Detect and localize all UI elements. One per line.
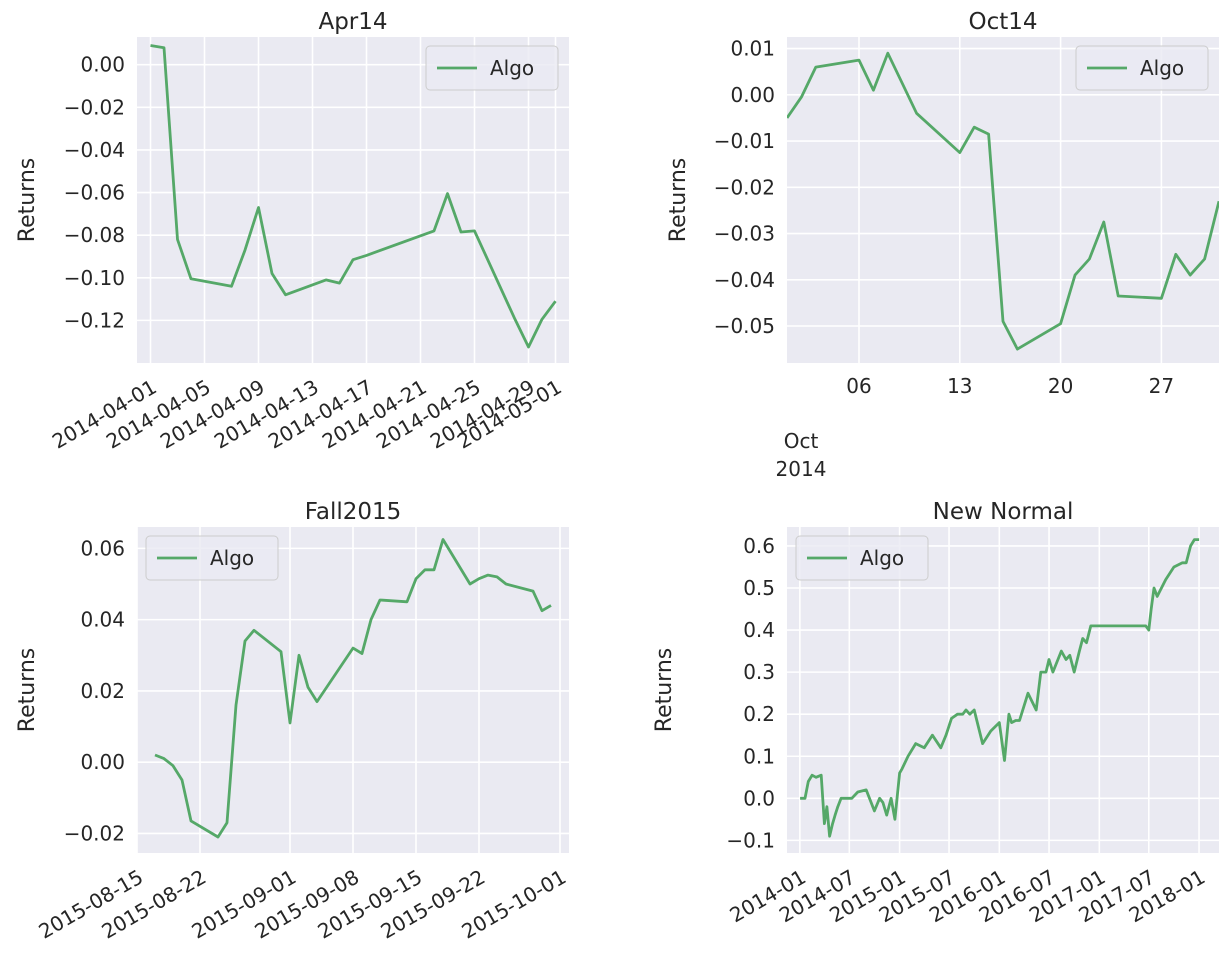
legend: Algo [1075, 45, 1209, 91]
y-tick-label: −0.10 [64, 266, 125, 290]
y-tick-label: −0.03 [714, 222, 775, 246]
x-tick-label: 13 [947, 374, 972, 398]
y-tick-label: 0.2 [743, 702, 775, 726]
legend-box [145, 535, 279, 581]
x-tick-label: 06 [846, 374, 871, 398]
chart-title: Fall2015 [305, 499, 402, 525]
legend-label: Algo [490, 56, 534, 80]
y-tick-label: −0.04 [64, 138, 125, 162]
y-axis-label: Returns [666, 158, 691, 242]
legend-label: Algo [860, 546, 904, 570]
y-tick-label: 0.01 [730, 37, 775, 61]
x-axis-period-label: Oct [784, 429, 819, 453]
y-tick-label: −0.12 [64, 308, 125, 332]
y-tick-label: 0.5 [743, 576, 775, 600]
y-tick-label: −0.01 [714, 129, 775, 153]
legend: Algo [795, 535, 929, 581]
chart-title: Apr14 [318, 9, 387, 35]
y-tick-label: −0.1 [726, 828, 775, 852]
panel-4: 0.60.50.40.30.20.10.0−0.12014-012014-072… [652, 499, 1219, 927]
y-axis-label: Returns [15, 158, 40, 242]
y-tick-label: −0.08 [64, 223, 125, 247]
y-tick-label: −0.02 [64, 95, 125, 119]
panel-1: 0.00−0.02−0.04−0.06−0.08−0.10−0.122014-0… [15, 9, 569, 454]
y-tick-label: −0.02 [714, 175, 775, 199]
y-tick-label: −0.05 [714, 314, 775, 338]
y-tick-label: 0.3 [743, 660, 775, 684]
panel-2: 0.01 0.00 −0.01 −0.02 −0.03 −0.04 −0.05 06 13 20 2… [666, 9, 1219, 481]
chart-title: New Normal [933, 499, 1074, 525]
x-axis-period-label: 2014 [776, 457, 827, 481]
y-tick-label: 0.02 [80, 679, 125, 703]
plot-area [137, 37, 569, 363]
y-tick-label: 0.6 [743, 534, 775, 558]
y-tick-label: −0.04 [714, 268, 775, 292]
y-tick-label: 0.1 [743, 744, 775, 768]
y-tick-label: −0.06 [64, 181, 125, 205]
y-tick-label: 0.04 [80, 608, 125, 632]
panel-3: 0.060.040.020.00−0.022015-08-152015-08-2… [15, 499, 570, 944]
legend: Algo [145, 535, 279, 581]
y-tick-label: 0.00 [80, 53, 125, 77]
x-tick-label: 27 [1149, 374, 1174, 398]
legend-box [425, 45, 559, 91]
chart-title: Oct14 [968, 9, 1037, 35]
legend-label: Algo [1140, 56, 1184, 80]
y-tick-label: 0.00 [730, 83, 775, 107]
legend: Algo [425, 45, 559, 91]
legend-box [795, 535, 929, 581]
series-line-algo [150, 44, 557, 349]
y-axis-label: Returns [652, 648, 677, 732]
y-tick-label: 0.4 [743, 618, 775, 642]
series-line-algo [800, 538, 1200, 838]
y-tick-label: 0.0 [743, 786, 775, 810]
y-tick-label: 0.06 [80, 536, 125, 560]
y-tick-label: −0.02 [64, 821, 125, 845]
legend-box [1075, 45, 1209, 91]
series-line-algo [154, 538, 552, 839]
legend-label: Algo [210, 546, 254, 570]
series-line-algo [787, 51, 1219, 351]
y-tick-label: 0.00 [80, 750, 125, 774]
x-tick-label: 20 [1048, 374, 1073, 398]
y-axis-label: Returns [15, 648, 40, 732]
